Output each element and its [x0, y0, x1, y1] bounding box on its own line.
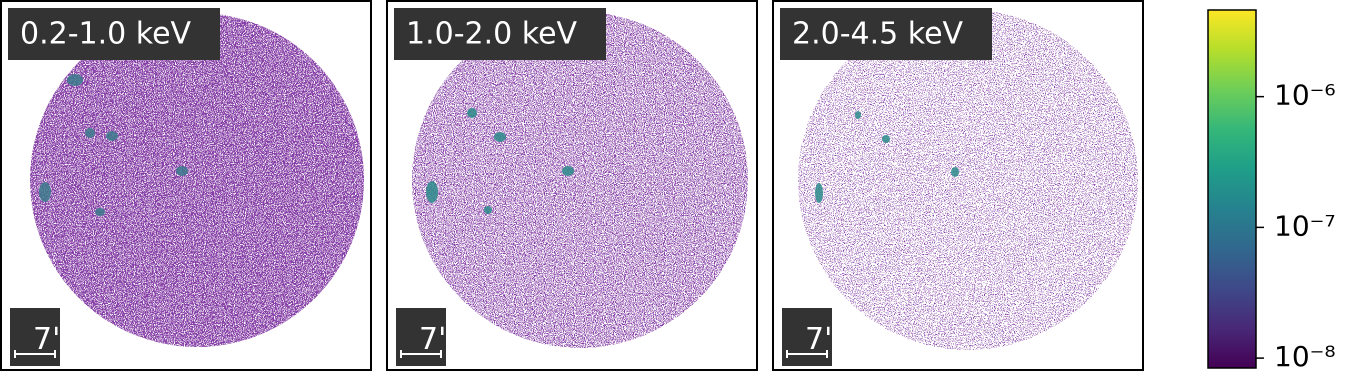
- colorbar: [1207, 9, 1257, 369]
- source: [467, 108, 477, 118]
- scale-bar: [786, 350, 828, 358]
- source: [426, 181, 438, 203]
- source: [882, 135, 890, 143]
- source: [855, 111, 861, 119]
- source: [39, 182, 51, 202]
- scale-label: 7': [33, 322, 60, 357]
- scale-bar: [14, 350, 56, 358]
- label-box: [780, 8, 992, 60]
- scale-bar: [400, 350, 442, 358]
- label-box: [394, 8, 606, 60]
- image-noise: [30, 13, 364, 347]
- tick-label: 10⁻⁸: [1274, 340, 1336, 373]
- source: [562, 166, 574, 176]
- source: [484, 206, 492, 214]
- source: [176, 166, 188, 176]
- source: [494, 132, 506, 142]
- scale-label: 7': [805, 322, 832, 357]
- image-noise: [798, 10, 1138, 350]
- image-noise: [412, 12, 748, 348]
- panel-label: 2.0-4.5 keV: [792, 17, 964, 52]
- label-box: [8, 8, 220, 60]
- tick-label: 10⁻⁶: [1274, 79, 1336, 112]
- scale-box: [782, 308, 832, 366]
- panel-label: 0.2-1.0 keV: [20, 17, 192, 52]
- tick-label: 10⁻⁷: [1274, 209, 1336, 242]
- source: [106, 131, 118, 141]
- source: [815, 183, 823, 203]
- scale-box: [10, 308, 60, 366]
- panel-label: 1.0-2.0 keV: [406, 17, 578, 52]
- source: [67, 74, 83, 86]
- source: [951, 167, 959, 177]
- scale-box: [396, 308, 446, 366]
- source: [95, 208, 105, 216]
- source: [85, 128, 95, 138]
- scale-label: 7': [419, 322, 446, 357]
